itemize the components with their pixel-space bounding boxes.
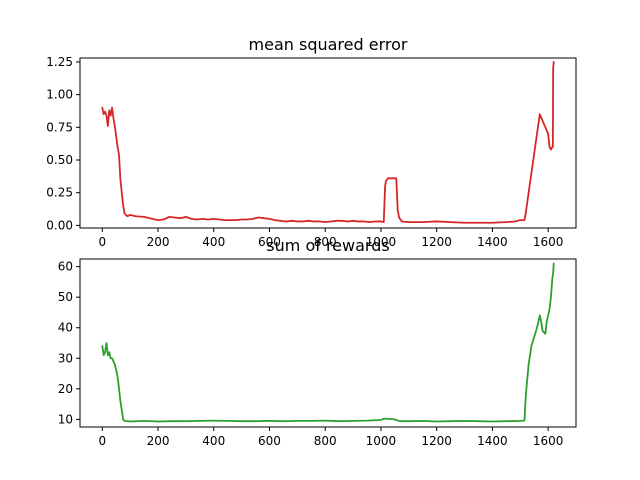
- mse-x-tick-label: 1200: [421, 235, 452, 249]
- mse-x-tick-label: 1400: [477, 235, 508, 249]
- mse-x-tick-label: 600: [258, 235, 281, 249]
- rewards-y-tick-label: 50: [58, 290, 73, 304]
- rewards-y-tick-label: 30: [58, 351, 73, 365]
- rewards-x-tick-label: 800: [314, 434, 337, 448]
- rewards-chart-title: sum of rewards: [266, 236, 389, 255]
- rewards-x-tick-label: 600: [258, 434, 281, 448]
- mse-chart-title: mean squared error: [249, 35, 408, 54]
- rewards-x-tick-label: 400: [202, 434, 225, 448]
- rewards-x-tick-label: 1200: [421, 434, 452, 448]
- mse-y-tick-label: 0.75: [46, 120, 73, 134]
- rewards-axes-frame: [79, 258, 577, 428]
- mse-y-tick-label: 0.00: [46, 218, 73, 232]
- mse-series-line: [101, 61, 555, 224]
- rewards-axes: 0 200 400 600 800 1000 1200 1400 160010203040506…: [58, 236, 577, 448]
- mse-x-tick-label: 200: [147, 235, 170, 249]
- mse-x-tick-label: 800: [314, 235, 337, 249]
- mse-x-tick-label: 1000: [366, 235, 397, 249]
- mse-x-tick-label: 0: [98, 235, 106, 249]
- mse-y-tick-label: 0.50: [46, 153, 73, 167]
- rewards-x-tick-label: 200: [147, 434, 170, 448]
- rewards-x-tick-label: 1400: [477, 434, 508, 448]
- mse-axes-frame: [79, 57, 577, 229]
- rewards-x-tick-label: 0: [98, 434, 106, 448]
- mse-x-tick-label: 1600: [533, 235, 564, 249]
- rewards-series-line: [101, 262, 555, 423]
- mse-axes: 0 200 400 600 800 1000 1200 1400 1600 0.00 0.25 0.5…: [46, 35, 577, 249]
- rewards-y-tick-label: 10: [58, 412, 73, 426]
- mse-y-tick-label: 1.25: [46, 55, 73, 69]
- mse-x-tick-label: 400: [202, 235, 225, 249]
- rewards-y-tick-label: 20: [58, 382, 73, 396]
- rewards-x-tick-label: 1000: [366, 434, 397, 448]
- rewards-y-tick-label: 40: [58, 321, 73, 335]
- mse-y-tick-label: 1.00: [46, 88, 73, 102]
- rewards-y-tick-label: 60: [58, 260, 73, 274]
- mse-y-tick-label: 0.25: [46, 186, 73, 200]
- rewards-x-tick-label: 1600: [533, 434, 564, 448]
